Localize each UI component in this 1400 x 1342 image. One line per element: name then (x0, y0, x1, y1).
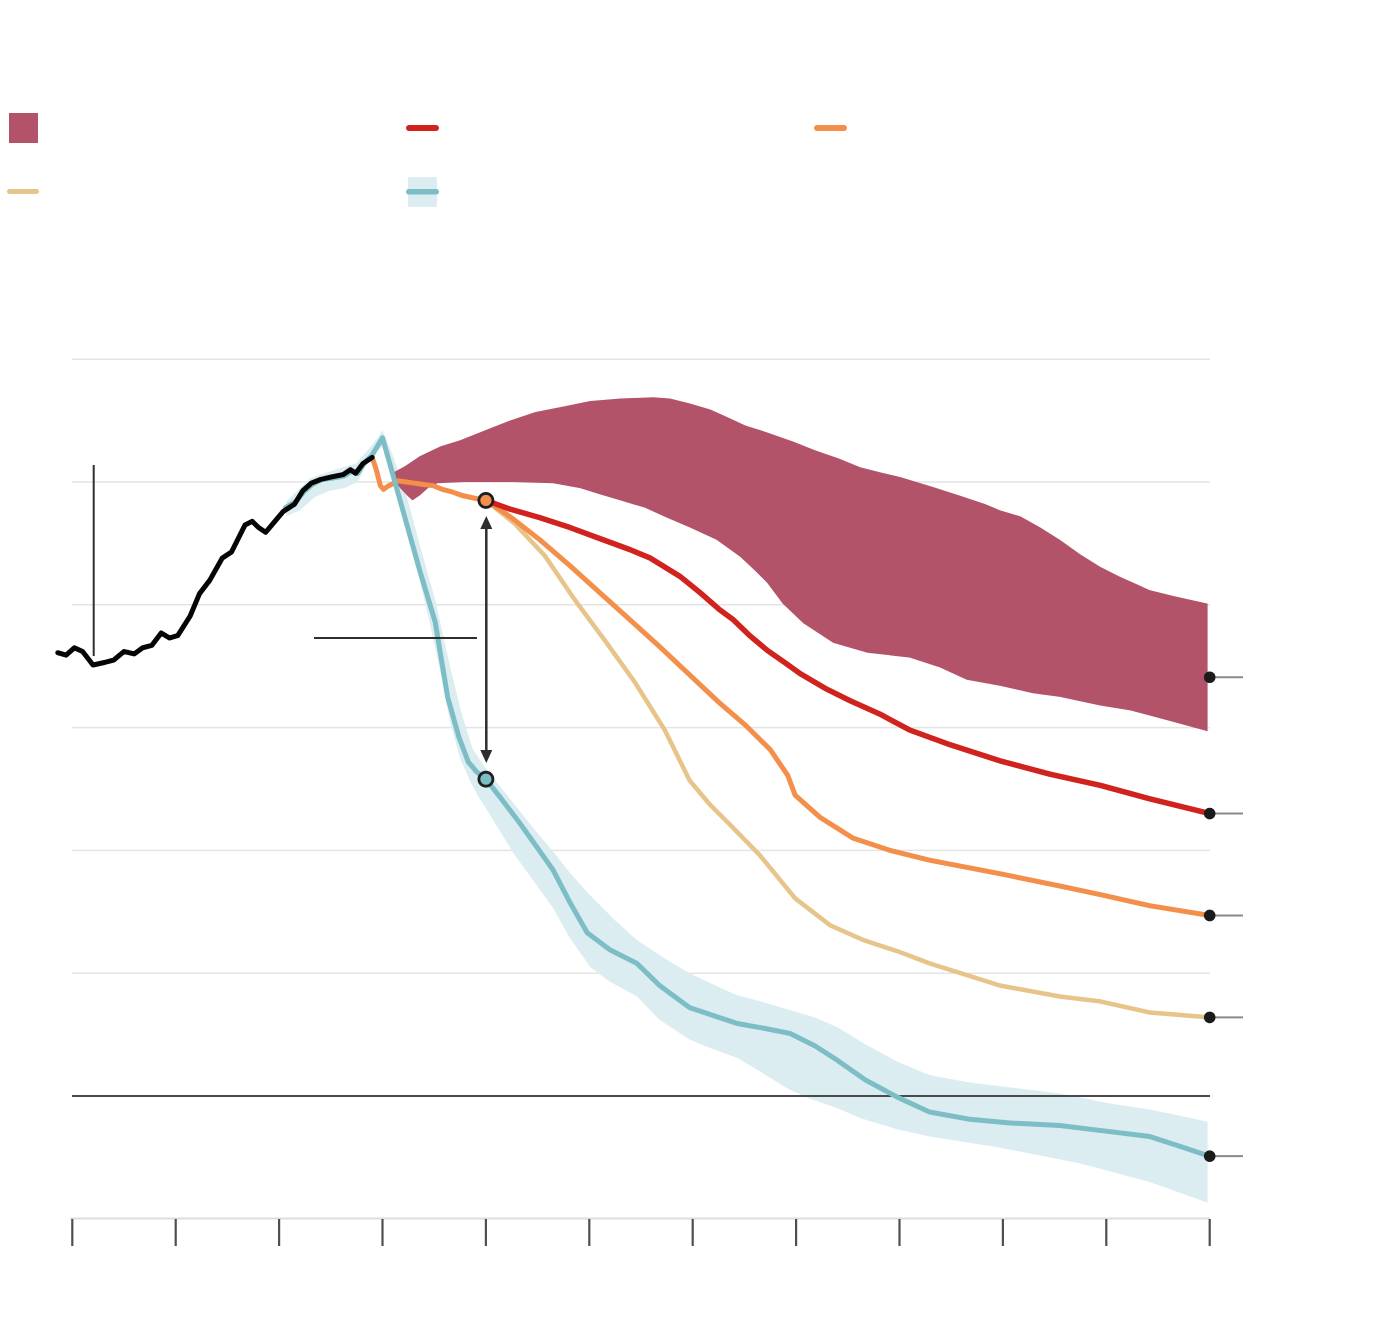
one-point-five-end-dot (1203, 1150, 1216, 1162)
two-degree-end-dot (1203, 1011, 1216, 1024)
pledges-end-dot (1203, 909, 1216, 922)
pledges-swatch (814, 125, 847, 131)
two-degree-pathway-line (483, 498, 1212, 1020)
pledges-2030-marker (477, 492, 495, 509)
one-point-five-2030-marker (477, 770, 495, 788)
current-policies-end-dot (1203, 807, 1216, 820)
historical-emissions-line (55, 454, 375, 668)
current-policies-line (483, 497, 1213, 817)
one-point-five-uncertainty-band (286, 430, 1208, 1203)
one-point-five-swatch-line (406, 189, 439, 195)
two-degree-swatch (7, 189, 39, 194)
no-policies-midpoint-dot (1203, 671, 1216, 684)
no-climate-policies-swatch (9, 113, 38, 143)
current-policies-swatch (406, 125, 439, 131)
gap-arrow-head-up (480, 516, 493, 529)
gap-arrow-head-down (480, 750, 493, 763)
no-climate-policies-band (391, 397, 1208, 732)
pledges-and-targets-line (369, 454, 1213, 918)
